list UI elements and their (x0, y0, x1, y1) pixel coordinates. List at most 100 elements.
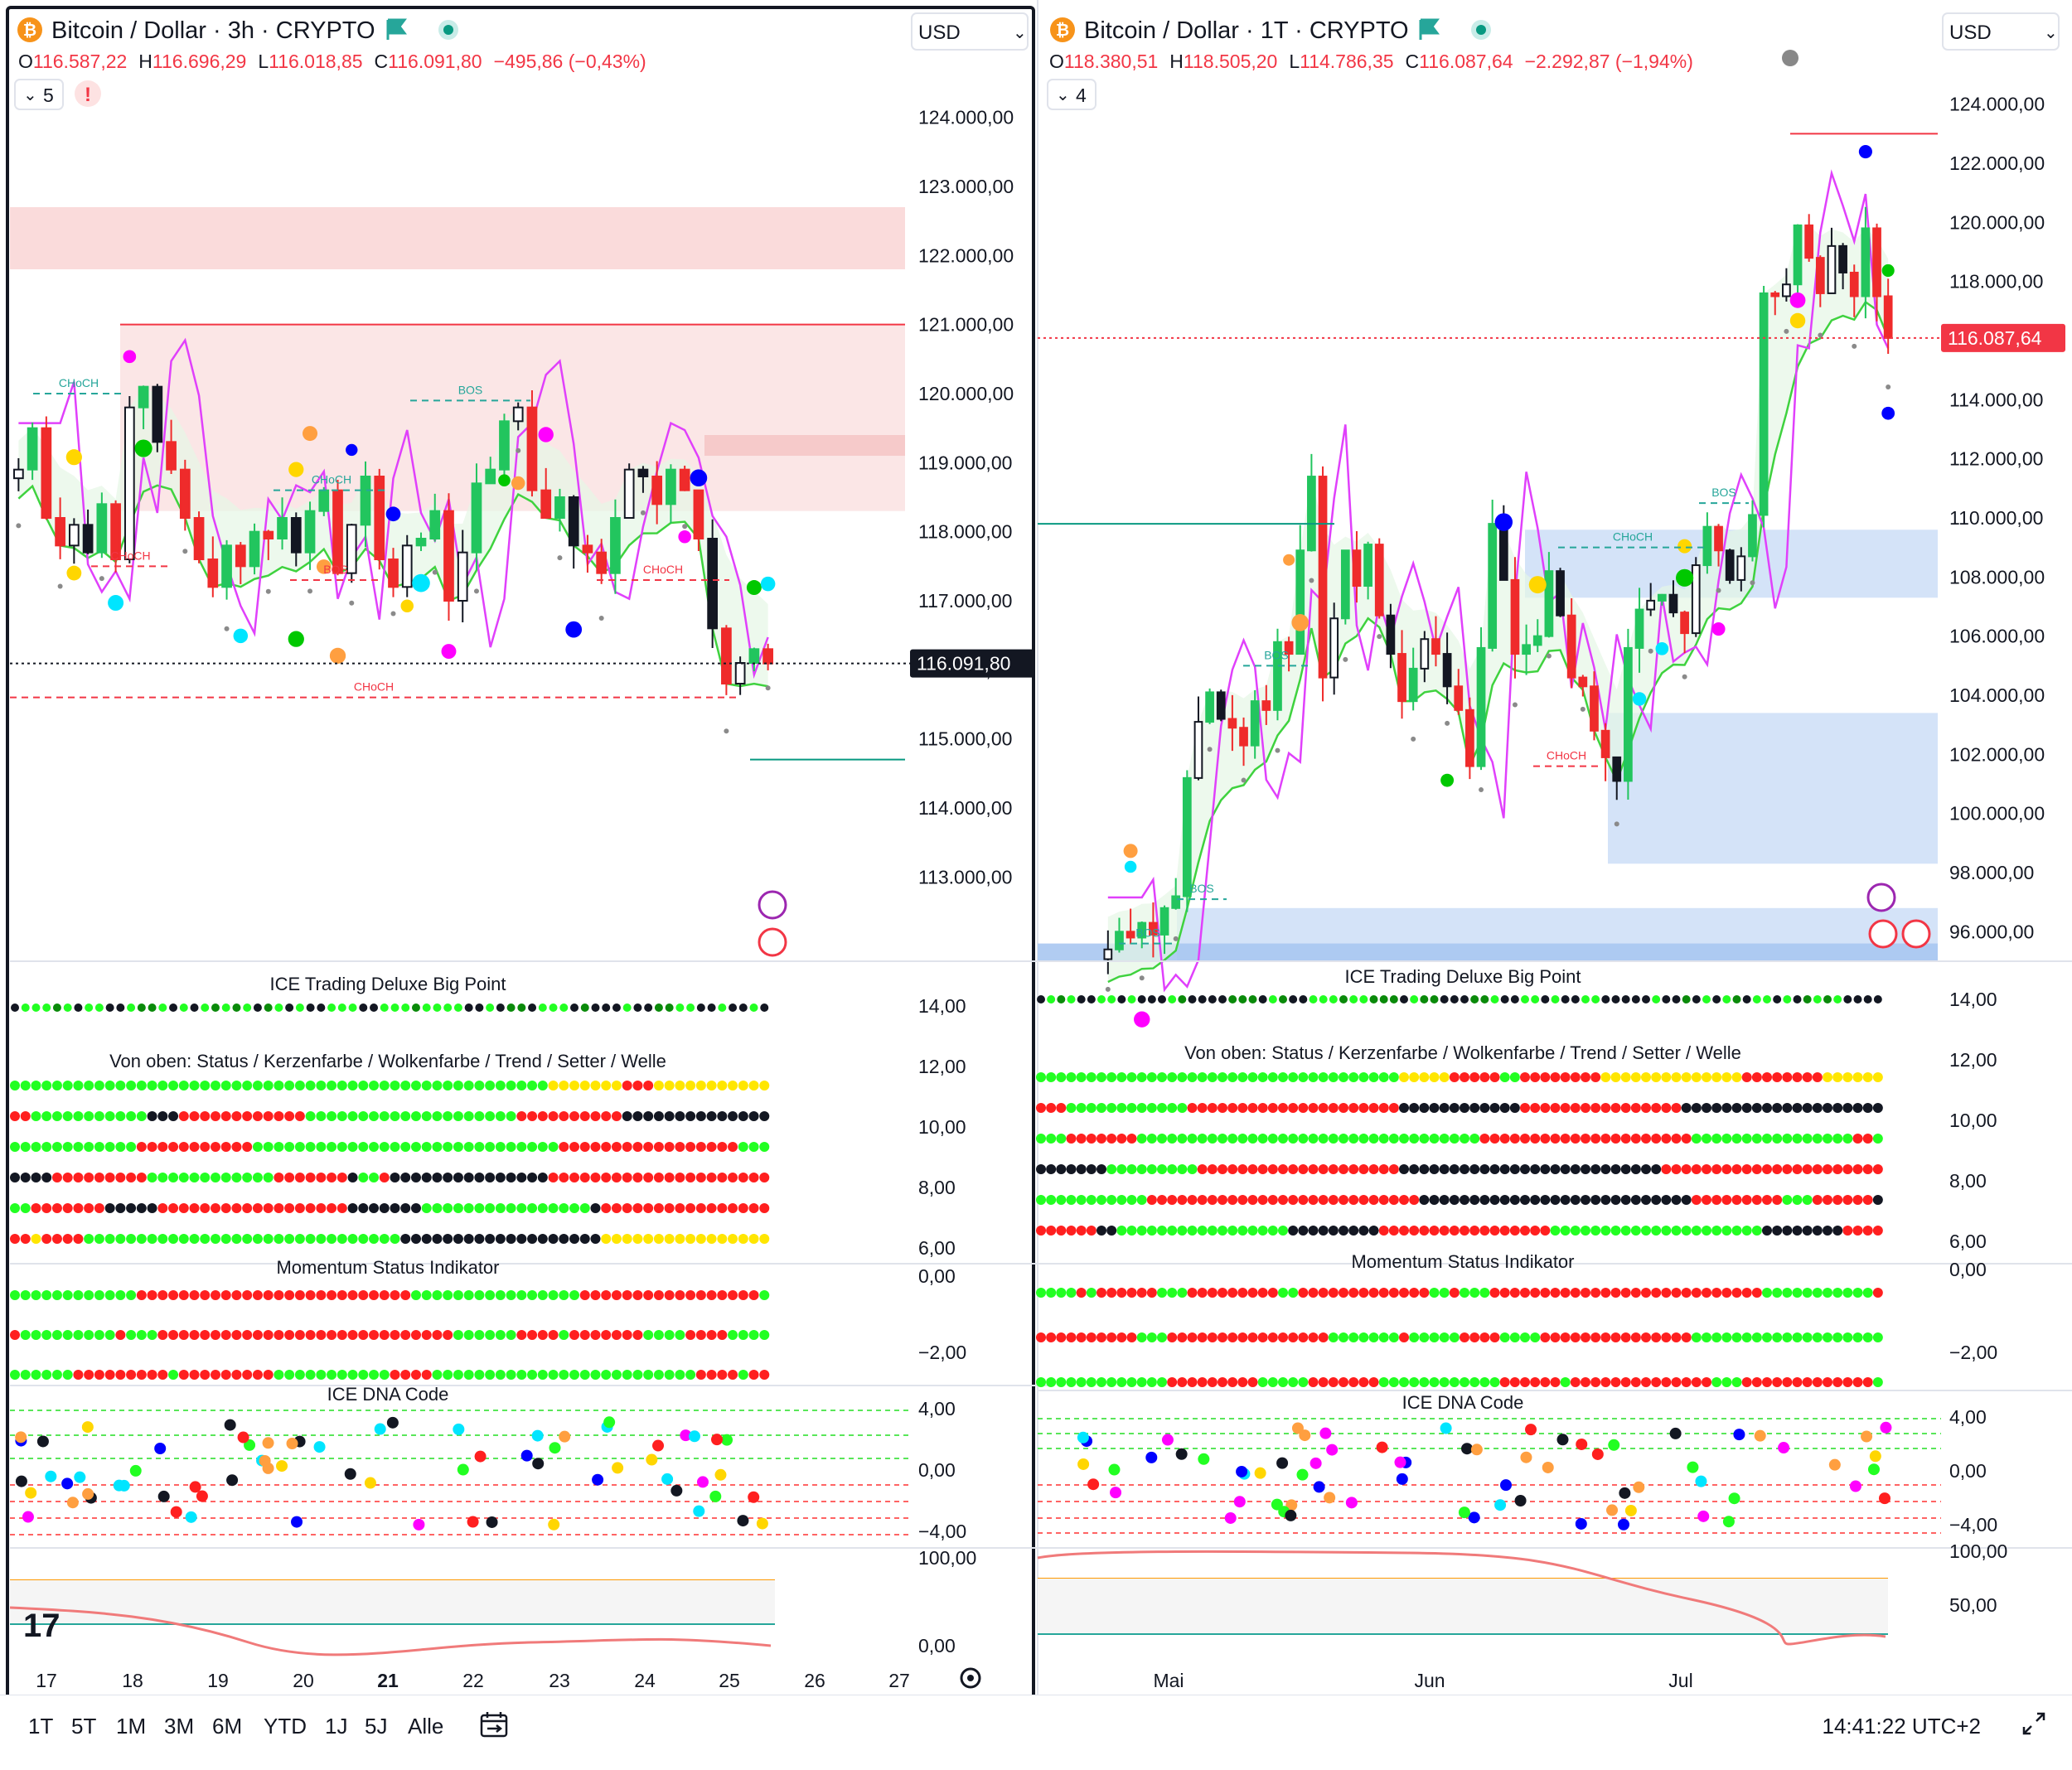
big-point-dot (1198, 995, 1207, 1003)
right-symbol-title[interactable]: Bitcoin / Dollar · 1T · CRYPTO (1084, 17, 1409, 44)
left-currency-select[interactable] (911, 12, 1029, 51)
calendar-goto-icon[interactable] (479, 1710, 509, 1739)
price-tick-label: 115.000,00 (918, 728, 1012, 750)
signal-marker (1124, 860, 1137, 873)
momentum-dot (1339, 1377, 1348, 1387)
momentum-dot (1620, 1377, 1631, 1387)
momentum-dot (1832, 1377, 1843, 1387)
candle-body (1861, 227, 1871, 297)
status-dot (1782, 1103, 1793, 1113)
momentum-dot (41, 1330, 52, 1340)
status-dot (1197, 1072, 1208, 1082)
range-1j-button[interactable]: 1J (325, 1714, 348, 1739)
momentum-dot (1298, 1332, 1309, 1342)
range-1m-button[interactable]: 1M (116, 1714, 147, 1739)
left-indicators-toggle[interactable] (14, 79, 64, 110)
status-dot (136, 1173, 147, 1182)
momentum-dot (1267, 1332, 1278, 1342)
momentum-dot (104, 1370, 115, 1380)
status-dot (748, 1234, 759, 1244)
left-symbol-title[interactable]: Bitcoin / Dollar · 3h · CRYPTO (51, 17, 375, 44)
momentum-dot (1711, 1332, 1722, 1342)
status-dot (611, 1081, 622, 1091)
status-dot (1751, 1195, 1762, 1205)
status-dot (1328, 1103, 1339, 1113)
status-dot (1842, 1072, 1853, 1082)
status-dot (1439, 1134, 1450, 1144)
big-point-dot (1803, 995, 1812, 1003)
status-dot (1399, 1164, 1409, 1174)
momentum-dot (1207, 1377, 1218, 1387)
dna-dot (262, 1437, 274, 1449)
dna-dot (386, 1416, 399, 1429)
range-3m-button[interactable]: 3M (164, 1714, 195, 1739)
status-dot (1288, 1103, 1299, 1113)
momentum-dot (1711, 1288, 1722, 1298)
status-dot (168, 1203, 179, 1213)
status-dot (220, 1081, 231, 1091)
alert-icon[interactable] (75, 80, 101, 107)
status-dot (1157, 1134, 1167, 1144)
pivot-dot (473, 588, 479, 594)
status-dot (1267, 1134, 1278, 1144)
status-dot (126, 1111, 137, 1121)
candle-body (123, 406, 135, 560)
time-axis-tick: 24 (634, 1670, 656, 1691)
momentum-dot (1247, 1288, 1258, 1298)
momentum-dot (1358, 1377, 1369, 1387)
status-dot (178, 1081, 189, 1091)
right-indicators-toggle[interactable] (1047, 79, 1097, 110)
momentum-dot (1328, 1377, 1339, 1387)
settings-gear-icon[interactable] (960, 1667, 981, 1689)
fullscreen-icon[interactable] (2021, 1710, 2047, 1737)
range-5t-button[interactable]: 5T (71, 1714, 97, 1739)
right-currency-select[interactable] (1942, 12, 2060, 51)
status-dot (1227, 1195, 1238, 1205)
momentum-dot (579, 1330, 590, 1340)
dna-dot (1461, 1443, 1474, 1455)
momentum-dot (443, 1290, 453, 1300)
right-header: ₿ Bitcoin / Dollar · 1T · CRYPTO USD ⌄ O… (1047, 12, 2060, 110)
big-point-dot (1531, 995, 1540, 1003)
momentum-dot (1218, 1377, 1227, 1387)
status-dot (316, 1081, 327, 1091)
momentum-dot (485, 1370, 496, 1380)
range-all-button[interactable]: Alle (408, 1714, 444, 1739)
dna-dot (1542, 1461, 1554, 1473)
momentum-dot (1066, 1377, 1077, 1387)
status-dot (485, 1111, 496, 1121)
dna-dot (549, 1442, 561, 1454)
status-dot (41, 1234, 52, 1244)
momentum-dot (495, 1290, 506, 1300)
momentum-dot (231, 1330, 242, 1340)
status-dot (421, 1142, 432, 1152)
momentum-dot (1227, 1288, 1238, 1298)
range-1t-button[interactable]: 1T (28, 1714, 54, 1739)
status-dot (1046, 1134, 1057, 1144)
status-dot (559, 1203, 569, 1213)
momentum-dot (695, 1330, 706, 1340)
session-clock[interactable]: 14:41:22 UTC+2 (1822, 1714, 1981, 1739)
right-currency-label: USD (1949, 22, 1992, 44)
momentum-dot (1630, 1288, 1641, 1298)
candle-body (1363, 544, 1372, 588)
pivot-dot (224, 626, 230, 631)
big-point-dot (63, 1003, 72, 1012)
dna-dot (1624, 1504, 1637, 1516)
status-dot (1620, 1072, 1631, 1082)
range-6m-button[interactable]: 6M (212, 1714, 243, 1739)
status-dot (1520, 1164, 1530, 1174)
status-dot (1046, 1195, 1057, 1205)
range-ytd-button[interactable]: YTD (264, 1714, 307, 1739)
status-dot (31, 1081, 41, 1091)
status-dot (1339, 1195, 1348, 1205)
candle-body (721, 627, 732, 684)
status-dot (1339, 1164, 1348, 1174)
big-point-dot (475, 1003, 484, 1012)
momentum-dot (1560, 1288, 1571, 1298)
range-5j-button[interactable]: 5J (365, 1714, 388, 1739)
pane-tick-label: 10,00 (1949, 1110, 1997, 1131)
candle-body (637, 468, 649, 478)
big-point-dot (1349, 995, 1358, 1003)
status-dot (1762, 1134, 1772, 1144)
